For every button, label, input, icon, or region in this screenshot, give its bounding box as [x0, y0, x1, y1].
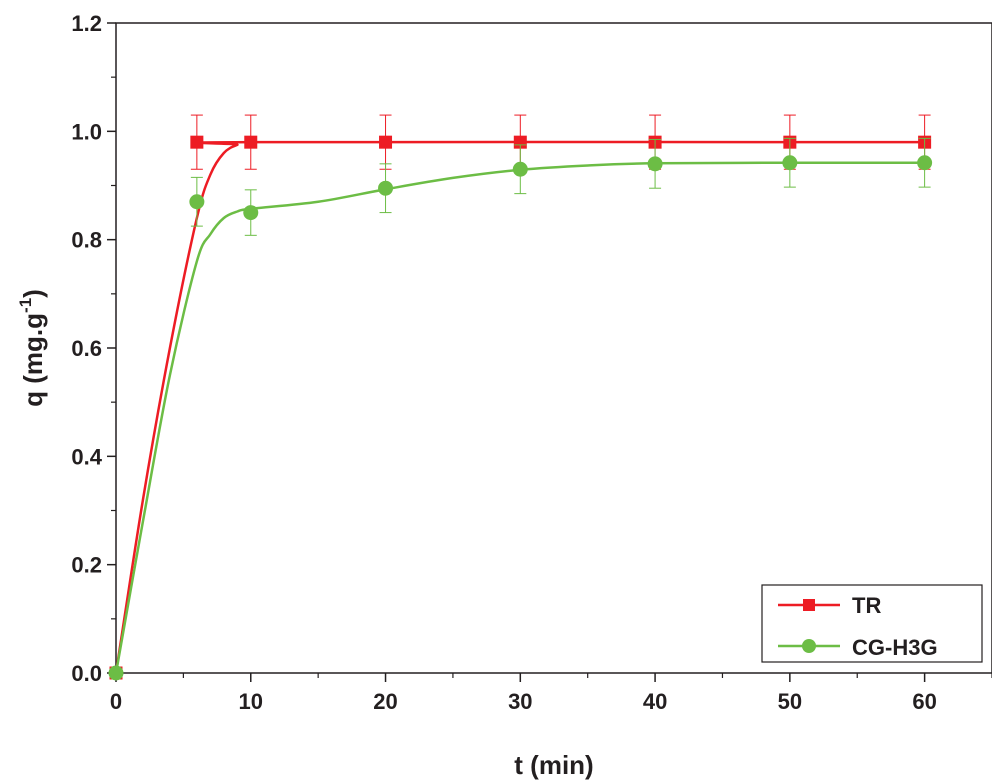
data-point-cg-h3g	[512, 161, 528, 177]
data-point-tr	[190, 135, 204, 149]
y-tick-label: 0.2	[71, 553, 102, 578]
x-tick-label: 0	[110, 689, 122, 714]
series-layer	[108, 114, 933, 681]
x-axis-title: t (min)	[514, 750, 593, 780]
data-point-cg-h3g	[917, 155, 933, 171]
data-point-cg-h3g	[108, 665, 124, 681]
x-axis: 0 10 20 30 40 50 60	[110, 673, 992, 714]
data-point-tr	[244, 135, 258, 149]
data-point-tr	[513, 135, 527, 149]
y-tick-label: 0.8	[71, 228, 102, 253]
y-axis-title: q (mg.g-1)	[16, 289, 48, 407]
y-tick-label: 1.0	[71, 119, 102, 144]
x-tick-label: 60	[912, 689, 936, 714]
y-axis-title-main: q (mg.g	[18, 313, 48, 407]
y-tick-label: 0.4	[71, 444, 102, 469]
legend-marker-cg-h3g	[802, 639, 816, 653]
legend-label-cg-h3g: CG-H3G	[852, 635, 938, 660]
data-point-cg-h3g	[378, 180, 394, 196]
legend: TR CG-H3G	[761, 584, 983, 663]
y-tick-label: 0.6	[71, 336, 102, 361]
y-axis: 0.0 0.2 0.4 0.6 0.8 1.0 1.2	[71, 11, 116, 686]
y-axis-title-close: )	[18, 289, 48, 298]
data-point-tr	[379, 135, 393, 149]
x-tick-label: 10	[239, 689, 263, 714]
plot-frame	[115, 22, 992, 674]
legend-box	[761, 584, 983, 663]
data-point-cg-h3g	[782, 155, 798, 171]
x-tick-label: 30	[508, 689, 532, 714]
x-tick-label: 20	[373, 689, 397, 714]
fit-line-tr	[114, 140, 925, 674]
x-tick-label: 40	[643, 689, 667, 714]
x-tick-label: 50	[778, 689, 802, 714]
legend-label-tr: TR	[852, 593, 881, 618]
series-cg-h3g	[108, 137, 933, 681]
y-axis-title-sup: -1	[16, 298, 35, 313]
legend-marker-tr	[803, 599, 815, 611]
y-tick-label: 1.2	[71, 11, 102, 36]
data-point-cg-h3g	[189, 194, 205, 210]
data-point-cg-h3g	[243, 205, 259, 221]
data-point-cg-h3g	[647, 156, 663, 172]
y-tick-label: 0.0	[71, 661, 102, 686]
